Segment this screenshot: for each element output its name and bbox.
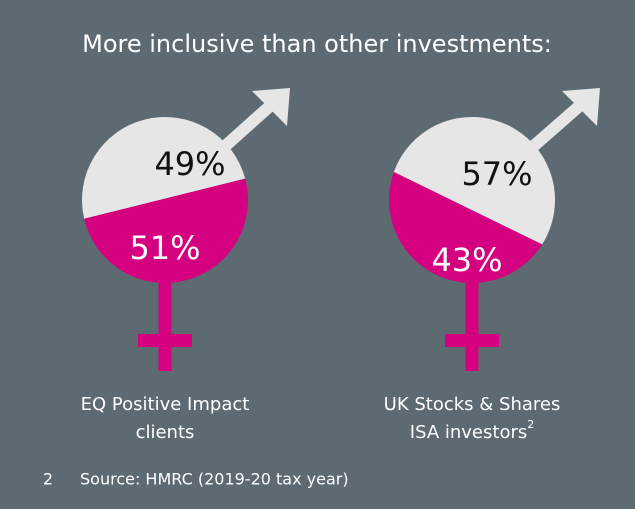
caption: UK Stocks & Shares ISA investors2 (384, 394, 561, 443)
male-arrow-head (252, 88, 290, 126)
pie-segment (84, 178, 248, 283)
footnote-number: 2 (43, 470, 53, 489)
pie (389, 117, 555, 284)
title: More inclusive than other investments: (82, 30, 552, 58)
pie (82, 117, 248, 283)
value-label: 43% (431, 241, 502, 279)
value-label: 51% (129, 229, 200, 267)
caption: EQ Positive Impact clients (81, 394, 250, 443)
value-label: 49% (154, 145, 225, 183)
female-stem (158, 279, 172, 371)
footnote-text: Source: HMRC (2019-20 tax year) (80, 470, 349, 489)
value-label: 57% (461, 155, 532, 193)
pie-segment (393, 117, 555, 245)
male-arrow-head (562, 88, 600, 126)
female-bar (138, 334, 192, 347)
female-stem (465, 279, 479, 371)
female-bar (445, 334, 499, 347)
pie-segment (82, 117, 246, 219)
footnote-ref: 2 (527, 418, 534, 431)
pie-segment (389, 172, 543, 284)
